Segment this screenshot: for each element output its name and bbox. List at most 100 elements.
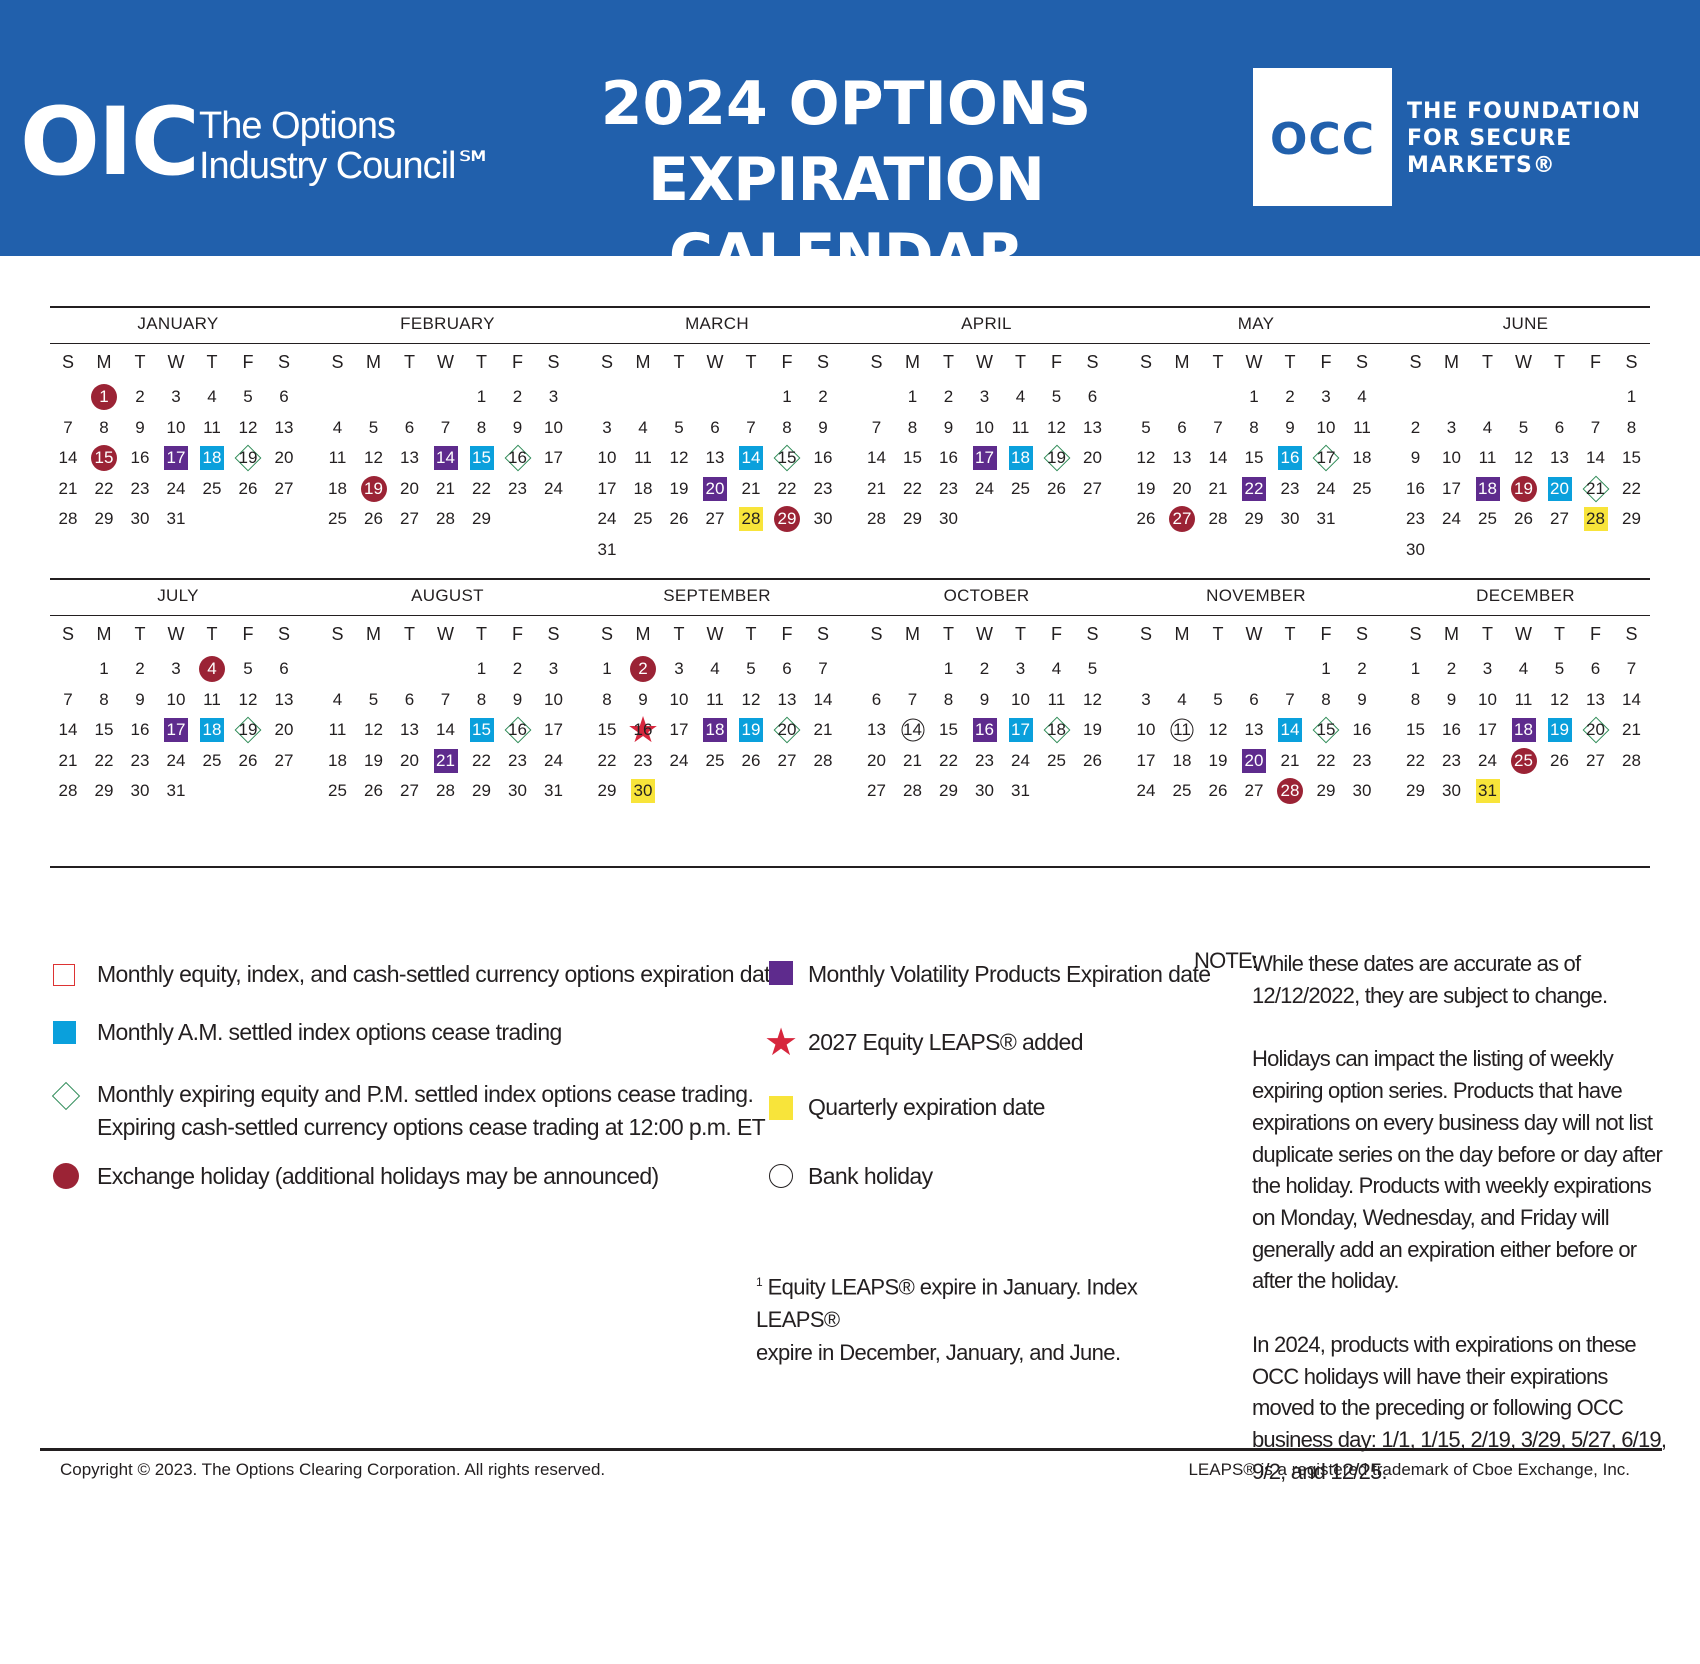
- calendar-day: 28: [1200, 506, 1236, 532]
- calendar-day: 20: [266, 717, 302, 743]
- calendar-day: 1: [769, 384, 805, 410]
- calendar-day: 8: [86, 415, 122, 441]
- day-number: 16: [130, 720, 150, 739]
- calendar-day: 14: [1200, 445, 1236, 471]
- day-number: 27: [777, 750, 797, 770]
- calendar-day: 7: [1200, 415, 1236, 441]
- day-number: 20: [400, 750, 419, 770]
- day-number: 14: [867, 448, 886, 467]
- day-number: 14: [58, 720, 78, 739]
- calendar-day: 14: [50, 445, 86, 471]
- day-number: 3: [1446, 417, 1457, 437]
- calendar-day: 28: [733, 506, 769, 532]
- day-number: 29: [1406, 781, 1425, 800]
- day-number: 1: [99, 387, 109, 406]
- weekday-label: M: [1174, 624, 1190, 644]
- calendar-day: 17: [967, 445, 1003, 471]
- day-number: 23: [1406, 509, 1425, 528]
- calendar-day: 28: [50, 778, 86, 804]
- weekday-label: F: [242, 624, 254, 644]
- am-settled-square-icon: [53, 1021, 76, 1044]
- day-number: 9: [512, 689, 523, 709]
- day-number: 26: [669, 509, 689, 528]
- day-number: 24: [1011, 750, 1030, 770]
- calendar-day: 25: [1506, 747, 1542, 774]
- day-number: 26: [1136, 509, 1156, 528]
- day-number: 26: [1083, 750, 1102, 770]
- day-number: 23: [508, 478, 527, 498]
- day-number: 18: [328, 478, 347, 498]
- day-number: 23: [633, 750, 653, 770]
- calendar-day: 11: [194, 687, 230, 713]
- calendar-day: 19: [230, 716, 266, 744]
- day-number: 27: [274, 478, 294, 498]
- calendar-day: 13: [266, 415, 302, 441]
- calendar-day: 11: [320, 717, 356, 743]
- day-number: 27: [1083, 478, 1102, 498]
- day-number: 15: [94, 720, 114, 739]
- calendar-day: 7: [895, 687, 931, 713]
- day-number: 4: [332, 689, 343, 709]
- calendar-day: 13: [1542, 445, 1578, 471]
- weekday-label: M: [905, 352, 920, 372]
- day-number: 3: [979, 387, 990, 406]
- calendar-day: 27: [1164, 506, 1200, 532]
- day-number: 28: [813, 750, 833, 770]
- day-number: 2: [135, 387, 145, 406]
- weekday-label: F: [512, 352, 523, 372]
- weekday-label: S: [1409, 624, 1422, 644]
- day-number: 30: [1280, 509, 1300, 528]
- calendar-day: 5: [733, 656, 769, 682]
- calendar-day: 13: [769, 687, 805, 713]
- calendar-day: 13: [392, 717, 428, 743]
- holiday-marker: [199, 656, 225, 682]
- day-number: 25: [1011, 478, 1030, 498]
- day-number: 14: [58, 448, 78, 467]
- day-number: 22: [1406, 750, 1425, 770]
- calendar-day: 11: [1164, 717, 1200, 743]
- day-number: 3: [548, 387, 559, 406]
- day-number: 5: [746, 659, 756, 678]
- day-number: 16: [1406, 478, 1425, 498]
- day-number: 11: [203, 417, 221, 437]
- weekday-label: T: [1212, 352, 1224, 372]
- day-number: 23: [975, 750, 994, 770]
- calendar-day: 24: [1128, 778, 1164, 804]
- weekday-label: T: [404, 352, 415, 372]
- calendar-day: 29: [1308, 778, 1344, 804]
- day-number: 12: [1514, 448, 1533, 467]
- calendar-day: 18: [194, 445, 230, 471]
- calendar-day: 11: [625, 445, 661, 471]
- calendar-day: 3: [1308, 384, 1344, 410]
- calendar-day: 6: [1075, 384, 1111, 410]
- calendar-day: 18: [194, 717, 230, 743]
- calendar-day: 5: [1128, 415, 1164, 441]
- calendar-day: 11: [1506, 687, 1542, 713]
- weekday-label: W: [437, 352, 454, 372]
- day-number: 22: [1622, 478, 1641, 498]
- calendar-day: 20: [392, 476, 428, 502]
- day-number: 13: [867, 720, 886, 739]
- day-number: 24: [544, 750, 563, 770]
- calendar-day: 27: [266, 748, 302, 774]
- calendar-day: 30: [1398, 537, 1434, 563]
- calendar-day: 6: [859, 687, 895, 713]
- calendar-day: 30: [625, 778, 661, 804]
- calendar-day: 5: [1200, 687, 1236, 713]
- day-number: 18: [1011, 448, 1030, 467]
- calendar-day: 18: [625, 476, 661, 502]
- day-number: 22: [94, 478, 114, 498]
- day-number: 20: [705, 478, 725, 498]
- day-number: 29: [903, 509, 922, 528]
- calendar-day: 2: [500, 384, 536, 410]
- calendar-day: 9: [1272, 415, 1308, 441]
- month-name: JUNE: [1502, 314, 1549, 333]
- calendar-day: 18: [1003, 445, 1039, 471]
- day-number: 23: [508, 750, 527, 770]
- calendar-day: 28: [1614, 748, 1650, 774]
- legend-am-settled: Monthly A.M. settled index options cease…: [97, 1019, 562, 1045]
- expiration-square-icon: [53, 964, 75, 986]
- day-number: 6: [1554, 417, 1565, 437]
- calendar-day: 4: [194, 384, 230, 410]
- calendar-day: 12: [1542, 687, 1578, 713]
